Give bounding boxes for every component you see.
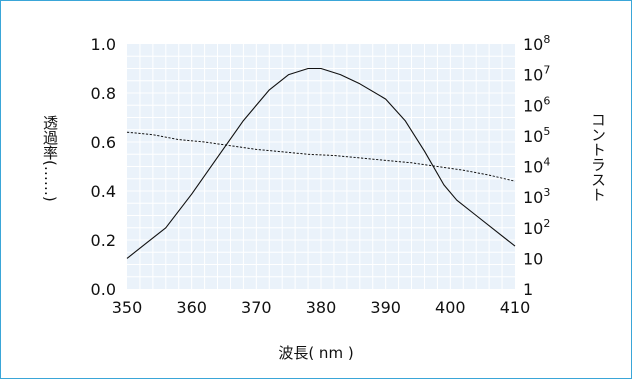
x-axis-ticks: 350 360 370 380 390 400 410 (112, 298, 531, 317)
right-tick-label: 105 (523, 125, 550, 146)
grid (127, 44, 515, 289)
left-tick-label: 0.2 (91, 231, 116, 250)
x-axis-label: 波長( nm ) (278, 344, 354, 362)
right-tick-label: 108 (523, 33, 550, 54)
left-tick-label: 0.4 (91, 182, 116, 201)
right-axis-ticks: 1 10 102 103 104 105 106 107 108 (523, 33, 550, 299)
right-tick-label: 10 (523, 249, 543, 268)
left-axis-ticks: 0.0 0.2 0.4 0.6 0.8 1.0 (91, 35, 116, 299)
left-tick-label: 0.8 (91, 84, 116, 103)
left-tick-label: 1.0 (91, 35, 116, 54)
right-tick-label: 106 (523, 94, 550, 115)
right-tick-label: 107 (523, 64, 550, 85)
right-tick-label: 103 (523, 186, 550, 207)
left-tick-label: 0.6 (91, 133, 116, 152)
right-axis-label: コントラスト (589, 112, 607, 202)
x-tick-label: 350 (112, 298, 143, 317)
curves (126, 67, 516, 259)
x-tick-label: 380 (306, 298, 337, 317)
x-tick-label: 360 (176, 298, 207, 317)
left-tick-label: 0.0 (91, 280, 116, 299)
right-tick-label: 104 (523, 156, 550, 177)
right-tick-label: 102 (523, 217, 550, 238)
x-tick-label: 400 (435, 298, 466, 317)
x-tick-label: 410 (500, 298, 531, 317)
contrast-curve (126, 67, 516, 259)
left-axis-label: 透過率(……) (41, 115, 59, 202)
transmittance-curve (126, 131, 516, 182)
x-tick-label: 390 (370, 298, 401, 317)
x-tick-label: 370 (241, 298, 272, 317)
right-tick-label: 1 (523, 280, 533, 299)
